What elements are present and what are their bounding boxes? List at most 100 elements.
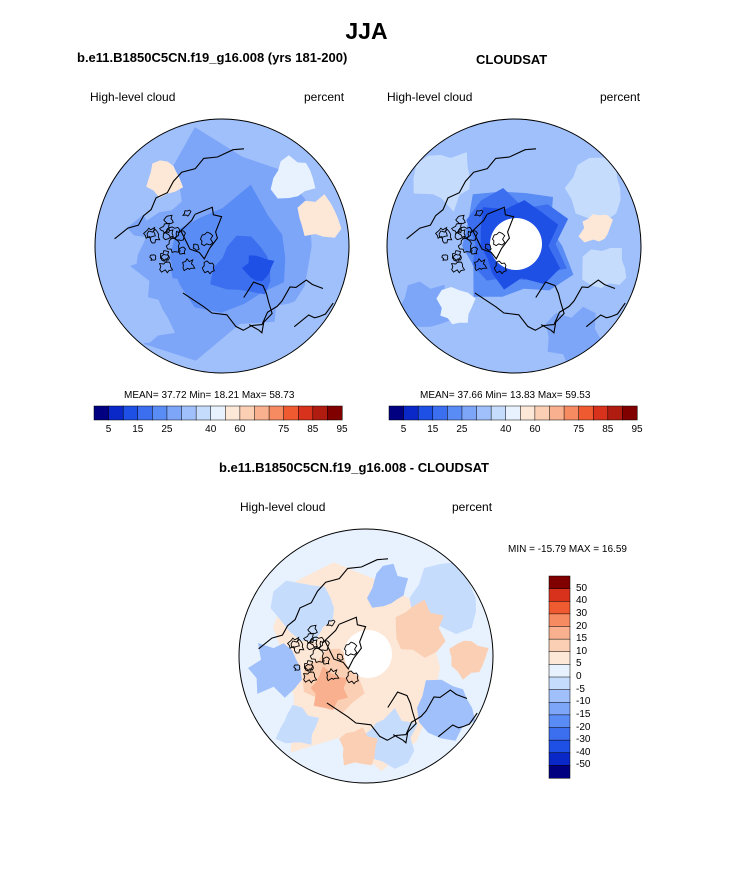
colorbar-tick-label: 75 [573,424,585,435]
colorbar-tick-label: 60 [234,424,246,435]
colorbar-tick-label: 85 [602,424,614,435]
colorbar-swatch [578,405,594,421]
colorbar-tick-label: 10 [576,645,588,657]
colorbar-tick-label: 60 [529,424,541,435]
island-outline [304,663,314,672]
island-outline [293,664,301,671]
island-outline [149,254,157,261]
pole-hole [490,218,542,270]
colorbar-tick-label: 40 [205,424,217,435]
colorbar-swatch [548,601,571,615]
panel2-polar-map [386,118,642,374]
colorbar-tick-label: -10 [576,696,591,708]
contour-region [242,255,275,282]
island-outline [455,214,466,225]
panel2-stats: MEAN= 37.66 Min= 13.83 Max= 59.53 [420,390,591,401]
contour-region [248,643,302,698]
coastline [387,691,417,744]
colorbar-swatch [225,405,241,421]
coastline [182,279,324,331]
panel2-colorbar [388,405,638,421]
island-outline [454,227,466,241]
colorbar-swatch [548,714,571,729]
contour-region [582,247,627,288]
colorbar-swatch [461,405,478,421]
colorbar-tick-label: 95 [336,424,348,435]
colorbar-swatch [432,405,448,421]
coastline [293,302,334,328]
island-outline [290,638,305,654]
colorbar-swatch [607,405,623,421]
colorbar-swatch [548,626,571,640]
island-outline [158,261,174,274]
coastline [180,206,223,260]
island-outline [286,636,300,649]
contour-region [339,727,378,766]
island-outline [470,246,479,255]
colorbar-swatch [108,405,124,421]
panel1-polar-map [94,118,350,374]
colorbar-swatch [548,664,571,678]
island-outline [192,243,200,251]
coastline [324,616,367,670]
colorbar-tick-label: 50 [576,582,588,594]
colorbar-swatch [447,405,463,421]
island-outline [336,653,344,661]
colorbar-swatch [403,405,419,421]
island-outline [493,260,507,275]
colorbar-swatch [268,405,285,421]
island-outline [465,230,478,241]
colorbar-swatch [476,405,492,421]
panel3-colorbar-ticks: 50 40 30 20 15 10 5 0 -5 -10 -15 -20 -30 -40 -50 [576,576,616,778]
contour-region [170,245,216,288]
island-outline [343,641,358,657]
colorbar-swatch [283,405,299,421]
colorbar-swatch [490,405,507,421]
colorbar-tick-label: 20 [576,620,588,632]
panel3-title: b.e11.B1850C5CN.f19_g16.008 - CLOUDSAT [219,460,489,475]
contour-region [297,194,342,238]
colorbar-swatch [548,575,571,590]
colorbar-swatch [239,405,256,421]
contour-region [578,214,613,243]
colorbar-swatch [548,752,571,766]
colorbar-swatch [122,405,139,421]
colorbar-swatch [563,405,580,421]
island-outline [457,226,473,240]
island-outline [491,231,506,247]
coastline [258,558,389,650]
contour-region [399,281,452,327]
map-border [386,118,642,374]
coastline [585,302,626,328]
colorbar-swatch [152,405,168,421]
colorbar-swatch [166,405,183,421]
colorbar-swatch [548,689,571,703]
coastline [474,279,616,331]
colorbar-tick-label: -50 [576,759,591,771]
contour-region [270,155,316,199]
coastline [535,281,565,334]
colorbar-tick-label: 95 [631,424,643,435]
island-outline [159,250,170,262]
colorbar-swatch [548,638,571,653]
colorbar-tick-label: 40 [500,424,512,435]
colorbar-swatch [622,405,638,421]
colorbar-swatch [548,702,571,716]
panel1-variable-label: High-level cloud [90,90,176,104]
island-outline [452,253,462,262]
colorbar-tick-label: 25 [456,424,468,435]
map-border [238,528,494,784]
panel3-variable-label: High-level cloud [240,500,326,514]
pole-hole [344,630,392,678]
contour-region [449,640,489,680]
island-outline [307,624,318,635]
island-outline [317,640,330,651]
colorbar-tick-label: 15 [576,633,588,645]
colorbar-swatch [254,405,270,421]
island-outline [182,257,196,272]
contour-region [270,580,334,642]
panel3-polar-map [238,528,494,784]
colorbar-swatch [93,405,110,421]
colorbar-tick-label: -40 [576,746,591,758]
colorbar-tick-label: -20 [576,721,591,733]
